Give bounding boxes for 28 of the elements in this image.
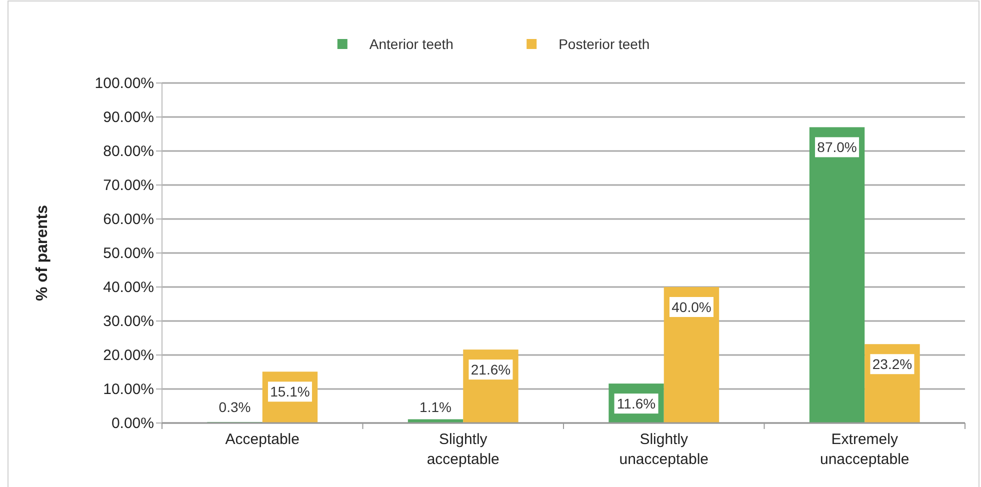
legend-label: Posterior teeth xyxy=(558,36,650,52)
y-tick-label: 60.00% xyxy=(103,211,154,228)
x-tick-label: Slightly acceptable xyxy=(426,431,500,468)
y-tick-label: 70.00% xyxy=(103,177,154,194)
y-tick-label: 30.00% xyxy=(103,313,154,330)
y-tick-label: 100.00% xyxy=(94,75,154,92)
data-label: 15.1% xyxy=(270,384,310,400)
data-label: 40.0% xyxy=(672,299,712,315)
y-tick-label: 80.00% xyxy=(103,143,154,160)
data-label: 87.0% xyxy=(817,139,857,156)
legend-label: Anterior teeth xyxy=(369,36,454,52)
bar xyxy=(664,287,720,423)
data-label: 0.3% xyxy=(218,399,251,415)
data-label: 1.1% xyxy=(420,399,452,415)
y-tick-label: 40.00% xyxy=(103,279,154,296)
y-tick-label: 90.00% xyxy=(103,109,154,126)
y-tick-label: 10.00% xyxy=(103,381,154,398)
y-tick-label: 0.00% xyxy=(111,415,154,432)
y-tick-label: 50.00% xyxy=(103,245,154,262)
data-label: 23.2% xyxy=(872,356,912,372)
x-tick-label: Extremely unacceptable xyxy=(820,431,910,468)
data-label: 11.6% xyxy=(616,396,656,412)
data-label: 21.6% xyxy=(470,362,511,378)
x-tick-label: Slightly unacceptable xyxy=(619,431,708,468)
bar xyxy=(809,127,865,423)
x-tick-label: Acceptable xyxy=(225,431,300,448)
y-axis-title: % of parents xyxy=(34,204,51,302)
y-tick-label: 20.00% xyxy=(103,347,154,364)
